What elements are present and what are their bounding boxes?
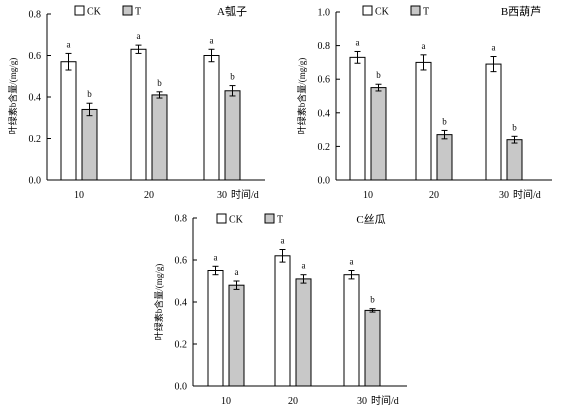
- bar-t-30: [364, 309, 381, 387]
- bar-t-20: [295, 278, 312, 387]
- x-axis-label: 时间/d: [231, 188, 259, 201]
- x-tick-label: 10: [221, 396, 231, 407]
- y-tick-label: 0.4: [175, 298, 188, 309]
- bar-t-10: [81, 108, 98, 181]
- y-tick-label: 1.0: [318, 8, 331, 19]
- bar-ck-10: [349, 56, 366, 181]
- legend-swatch-ck: [74, 5, 85, 16]
- significance-label: a: [137, 31, 141, 41]
- legend-label-t: T: [277, 215, 283, 226]
- legend-label-t: T: [423, 7, 429, 18]
- legend-swatch-ck: [216, 213, 227, 224]
- x-tick-label: 30: [217, 190, 227, 201]
- y-tick-label: 0.6: [29, 51, 42, 62]
- significance-label: a: [210, 35, 214, 45]
- y-tick-label: 0.0: [318, 176, 331, 187]
- legend-swatch-ck: [362, 5, 373, 16]
- x-tick-label: 20: [429, 190, 439, 201]
- bar-ck-10: [60, 61, 77, 181]
- significance-label: b: [157, 78, 162, 88]
- legend: CK T: [74, 5, 141, 18]
- bar-t-20: [436, 134, 453, 181]
- significance-label: b: [87, 89, 92, 99]
- legend-swatch-t: [264, 213, 275, 224]
- y-tick-label: 0.8: [318, 41, 331, 52]
- significance-label: a: [302, 261, 306, 271]
- significance-label: a: [235, 267, 239, 277]
- bar-t-10: [228, 284, 245, 387]
- x-tick-label: 20: [144, 190, 154, 201]
- chart-panel-3: 0.0 0.2 0.4 0.6 0.8 叶绿素b含量/(mg/g) a a 10 a a 20 a b 30…: [153, 213, 407, 407]
- y-tick-label: 0.6: [318, 75, 331, 86]
- bar-ck-20: [415, 61, 432, 181]
- significance-label: b: [376, 70, 381, 80]
- bar-ck-30: [485, 63, 502, 181]
- x-axis-label: 时间/d: [513, 188, 541, 201]
- y-tick-label: 0.8: [175, 214, 188, 225]
- significance-label: b: [370, 295, 375, 305]
- bar-t-30: [506, 139, 523, 181]
- y-tick-label: 0.2: [318, 142, 331, 153]
- legend-label-ck: CK: [375, 7, 390, 18]
- x-axis-label: 时间/d: [371, 394, 399, 407]
- bar-ck-20: [274, 255, 291, 387]
- significance-label: a: [350, 257, 354, 267]
- y-tick-label: 0.0: [175, 382, 188, 393]
- y-axis-label: 叶绿素b含量/(mg/g): [7, 58, 18, 135]
- significance-label: a: [214, 252, 218, 262]
- bar-ck-30: [203, 55, 220, 181]
- panel-title: C丝瓜: [356, 213, 385, 226]
- significance-label: b: [230, 72, 235, 82]
- legend: CK T: [216, 213, 283, 226]
- bar-t-10: [370, 87, 387, 181]
- legend-label-ck: CK: [87, 7, 102, 18]
- legend-label-t: T: [135, 7, 141, 18]
- bar-ck-10: [207, 270, 224, 387]
- significance-label: b: [442, 116, 447, 126]
- y-axis-label: 叶绿素b含量/(mg/g): [153, 264, 164, 341]
- bar-ck-20: [130, 48, 147, 181]
- x-tick-label: 30: [499, 190, 509, 201]
- y-tick-label: 0.2: [29, 134, 42, 145]
- chart-panel-1: 0.0 0.2 0.4 0.6 0.8 叶绿素b含量/(mg/g) a b 10 a b 20 a b 30…: [7, 4, 265, 201]
- bar-t-20: [151, 94, 168, 181]
- x-tick-label: 30: [357, 396, 367, 407]
- legend-swatch-t: [410, 5, 421, 16]
- y-tick-label: 0.2: [175, 340, 188, 351]
- panel-title: B西葫芦: [501, 5, 541, 18]
- bar-t-30: [224, 90, 241, 181]
- significance-label: a: [422, 41, 426, 51]
- significance-label: a: [356, 37, 360, 47]
- x-tick-label: 10: [363, 190, 373, 201]
- significance-label: a: [492, 43, 496, 53]
- y-axis-label: 叶绿素b含量/(mg/g): [296, 58, 307, 135]
- significance-label: a: [67, 39, 71, 49]
- panel-title: A瓠子: [217, 4, 247, 18]
- legend-swatch-t: [122, 5, 133, 16]
- bar-ck-30: [343, 274, 360, 387]
- y-tick-label: 0.4: [318, 108, 331, 119]
- y-tick-label: 0.4: [29, 93, 42, 104]
- significance-label: b: [512, 122, 517, 132]
- x-tick-label: 10: [74, 190, 84, 201]
- legend-label-ck: CK: [229, 215, 244, 226]
- x-tick-label: 20: [288, 396, 298, 407]
- y-tick-label: 0.6: [175, 256, 188, 267]
- y-tick-label: 0.0: [29, 176, 42, 187]
- significance-label: a: [281, 236, 285, 246]
- y-tick-label: 0.8: [29, 10, 42, 21]
- legend: CK T: [362, 5, 429, 18]
- chart-panel-2: 0.0 0.2 0.4 0.6 0.8 1.0 叶绿素b含量/(mg/g) a b 10 a b 20 a…: [296, 5, 552, 201]
